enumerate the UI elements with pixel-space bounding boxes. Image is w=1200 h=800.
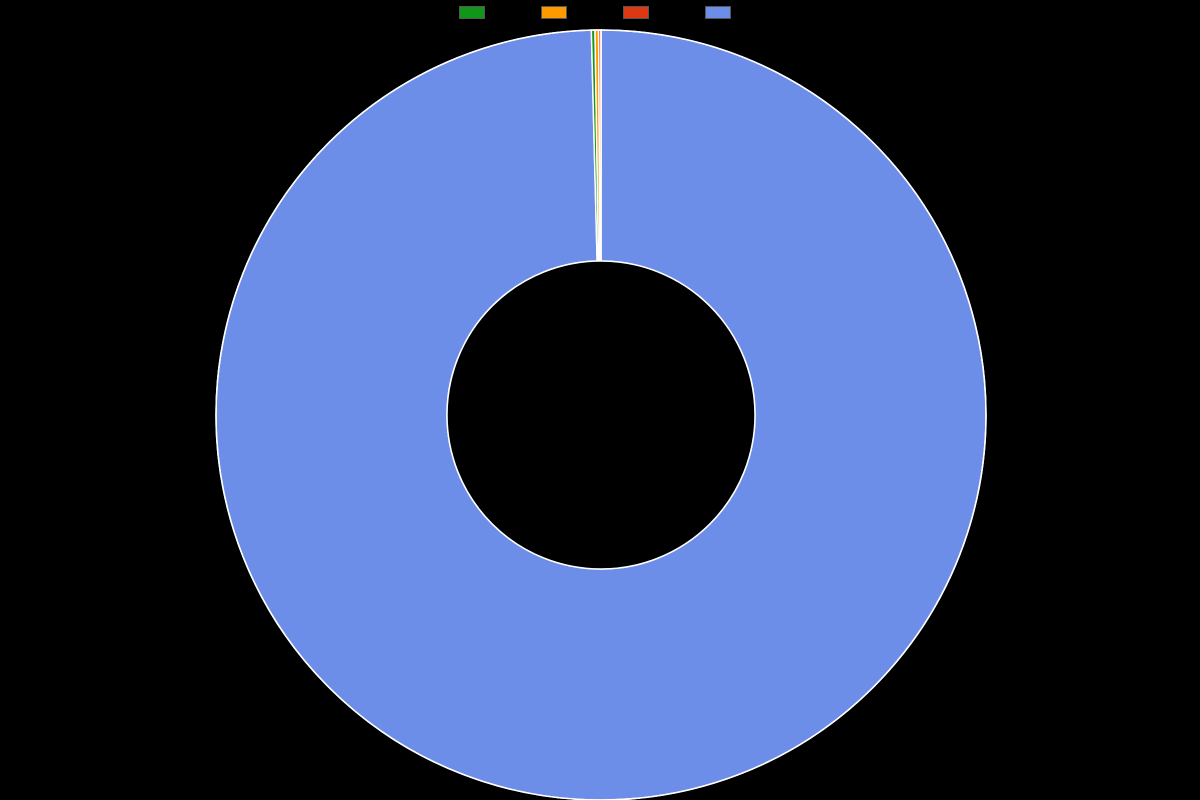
donut-chart-wrap — [0, 0, 1200, 800]
chart-stage — [0, 0, 1200, 800]
donut-chart — [0, 0, 1200, 800]
donut-inner-outline — [447, 261, 755, 569]
